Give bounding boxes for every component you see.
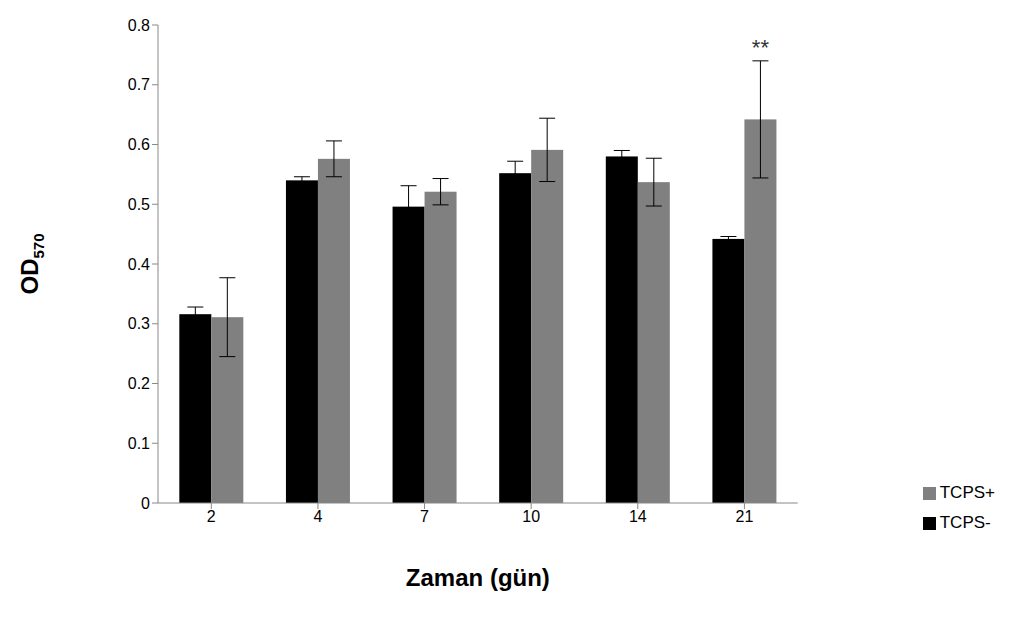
- svg-text:21: 21: [736, 508, 754, 525]
- svg-text:4: 4: [313, 508, 322, 525]
- html-text:TCPS+: TCPS+: [939, 483, 995, 502]
- svg-text:2: 2: [207, 508, 216, 525]
- svg-text:OD570: OD570: [16, 233, 47, 294]
- svg-text:0.3: 0.3: [128, 315, 150, 332]
- svg-text:0.8: 0.8: [128, 17, 150, 34]
- svg-text:0.7: 0.7: [128, 76, 150, 93]
- svg-text:**: **: [752, 35, 770, 60]
- svg-text:10: 10: [522, 508, 540, 525]
- svg-text:0.1: 0.1: [128, 435, 150, 452]
- svg-text:0.6: 0.6: [128, 136, 150, 153]
- svg-text:Zaman (gün): Zaman (gün): [406, 564, 550, 591]
- svg-text:0: 0: [141, 495, 150, 512]
- svg-text:7: 7: [420, 508, 429, 525]
- svg-text:0.2: 0.2: [128, 375, 150, 392]
- svg-text:14: 14: [629, 508, 647, 525]
- svg-text:0.4: 0.4: [128, 256, 150, 273]
- html-text:TCPS-: TCPS-: [939, 513, 991, 532]
- svg-text:0.5: 0.5: [128, 196, 150, 213]
